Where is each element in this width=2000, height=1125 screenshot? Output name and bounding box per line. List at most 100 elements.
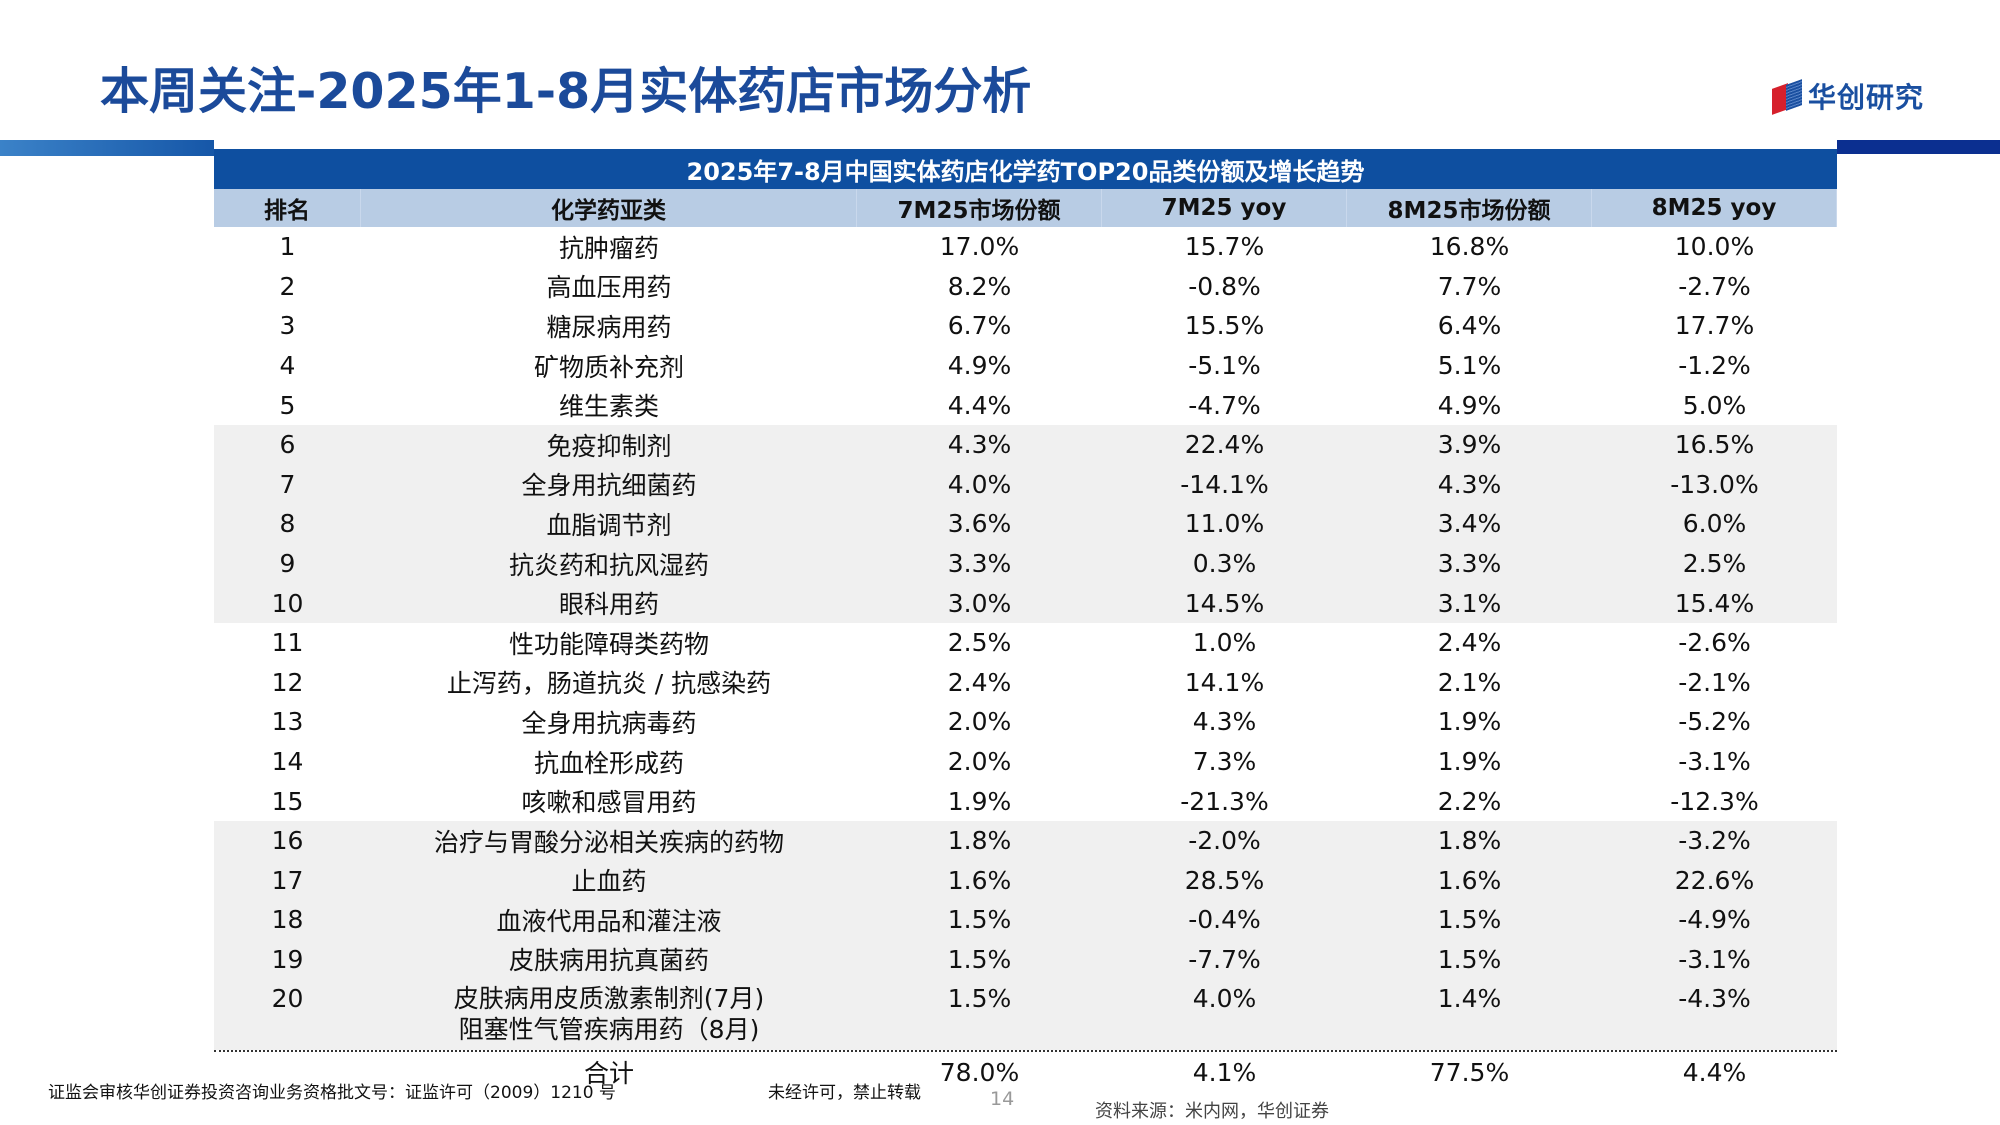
cell-share-7m25: 3.6% (947, 509, 1012, 539)
table-row: 3 糖尿病用药 6.7% 15.5% 6.4% 17.7% (214, 306, 1837, 346)
total-subcategory: 合计 (583, 1059, 634, 1089)
cell-subcategory: 高血压用药 (546, 273, 672, 303)
cell-share-8m25: 1.8% (1437, 826, 1502, 856)
cell-yoy-7m25: 28.5% (1184, 865, 1265, 895)
cell-subcategory: 抗炎药和抗风湿药 (508, 550, 709, 580)
cell-subcategory: 糖尿病用药 (546, 312, 672, 342)
cell-share-8m25: 4.3% (1437, 469, 1502, 499)
cell-yoy-8m25: 17.7% (1674, 311, 1755, 341)
cell-yoy-7m25: 15.7% (1184, 232, 1265, 262)
cell-subcategory: 免疫抑制剂 (546, 431, 672, 461)
cell-share-8m25: 2.2% (1437, 786, 1502, 816)
table-row: 15 咳嗽和感冒用药 1.9% -21.3% 2.2% -12.3% (214, 781, 1837, 821)
cell-yoy-8m25: 22.6% (1674, 865, 1755, 895)
logo-text: 华创研究 (1808, 81, 1925, 114)
cell-rank: 16 (271, 826, 304, 856)
footer-notice: 未经许可，禁止转载 (768, 1083, 921, 1103)
cell-yoy-7m25: 15.5% (1184, 311, 1265, 341)
cell-share-7m25: 3.3% (947, 549, 1012, 579)
cell-share-7m25: 2.4% (947, 667, 1012, 697)
total-yoy-8m25: 4.4% (1682, 1057, 1747, 1087)
table-row: 17 止血药 1.6% 28.5% 1.6% 22.6% (214, 860, 1837, 901)
cell-subcategory: 抗肿瘤药 (558, 233, 659, 263)
cell-yoy-8m25: 10.0% (1674, 232, 1755, 262)
cell-yoy-7m25: 4.3% (1192, 707, 1257, 737)
cell-yoy-7m25: 1.0% (1192, 628, 1257, 658)
cell-yoy-8m25: -13.0% (1670, 469, 1759, 499)
cell-yoy-8m25: 16.5% (1674, 430, 1755, 460)
cell-yoy-7m25: -0.8% (1188, 271, 1261, 301)
cell-share-7m25: 1.5% (947, 984, 1012, 1014)
cell-rank: 10 (271, 588, 304, 618)
cell-share-8m25: 1.6% (1437, 865, 1502, 895)
table-row: 12 止泻药，肠道抗炎 / 抗感染药 2.4% 14.1% 2.1% -2.1% (214, 663, 1837, 703)
cell-yoy-8m25: -5.2% (1678, 707, 1751, 737)
cell-subcategory: 全身用抗病毒药 (521, 708, 697, 738)
cell-share-8m25: 3.1% (1437, 588, 1502, 618)
cell-share-7m25: 1.9% (947, 786, 1012, 816)
cell-share-7m25: 17.0% (939, 232, 1020, 262)
cell-share-8m25: 1.9% (1437, 747, 1502, 777)
cell-share-8m25: 6.4% (1437, 311, 1502, 341)
cell-share-7m25: 1.5% (947, 905, 1012, 935)
table-row: 16 治疗与胃酸分泌相关疾病的药物 1.8% -2.0% 1.8% -3.2% (214, 820, 1837, 861)
cell-yoy-8m25: -2.7% (1678, 271, 1751, 301)
table-row: 6 免疫抑制剂 4.3% 22.4% 3.9% 16.5% (214, 424, 1837, 465)
cell-rank: 4 (279, 351, 296, 381)
table-row: 2 高血压用药 8.2% -0.8% 7.7% -2.7% (214, 267, 1837, 307)
table-row: 11 性功能障碍类药物 2.5% 1.0% 2.4% -2.6% (214, 623, 1837, 663)
cell-subcategory: 眼科用药 (558, 590, 659, 620)
cell-share-7m25: 3.0% (947, 588, 1012, 618)
cell-subcategory: 血液代用品和灌注液 (496, 906, 722, 936)
table-row: 5 维生素类 4.4% -4.7% 4.9% 5.0% (214, 385, 1837, 425)
cell-rank: 15 (271, 786, 304, 816)
cell-yoy-8m25: 15.4% (1674, 588, 1755, 618)
cell-rank: 2 (279, 271, 296, 301)
cell-yoy-7m25: 14.1% (1184, 667, 1265, 697)
table-row: 4 矿物质补充剂 4.9% -5.1% 5.1% -1.2% (214, 346, 1837, 386)
header-divider-right (1837, 140, 2000, 154)
cell-share-8m25: 3.9% (1437, 430, 1502, 460)
cell-yoy-8m25: -3.2% (1678, 826, 1751, 856)
table-row: 18 血液代用品和灌注液 1.5% -0.4% 1.5% -4.9% (214, 900, 1837, 940)
cell-yoy-8m25: -4.9% (1678, 905, 1751, 935)
cell-yoy-7m25: -5.1% (1188, 351, 1261, 381)
cell-yoy-8m25: 6.0% (1682, 509, 1747, 539)
cell-share-7m25: 4.4% (947, 390, 1012, 420)
cell-yoy-7m25: 7.3% (1192, 747, 1257, 777)
cell-yoy-8m25: -4.3% (1678, 984, 1751, 1014)
total-yoy-7m25: 4.1% (1192, 1057, 1257, 1087)
cell-yoy-7m25: 22.4% (1184, 430, 1265, 460)
cell-share-8m25: 16.8% (1429, 232, 1510, 262)
page-title: 本周关注-2025年1-8月实体药店市场分析 (100, 63, 1032, 120)
header-yoy-8m25: 8M25 yoy (1592, 189, 1837, 227)
header-yoy-7m25: 7M25 yoy (1102, 189, 1347, 227)
data-table: 2025年7-8月中国实体药店化学药TOP20品类份额及增长趋势 排名 化学药亚类… (214, 149, 1837, 1092)
cell-share-8m25: 7.7% (1437, 271, 1502, 301)
cell-yoy-8m25: 2.5% (1682, 549, 1747, 579)
cell-yoy-7m25: -0.4% (1188, 905, 1261, 935)
cell-subcategory: 矿物质补充剂 (533, 352, 684, 382)
cell-share-7m25: 8.2% (947, 271, 1012, 301)
cell-share-7m25: 4.9% (947, 351, 1012, 381)
cell-rank: 11 (271, 628, 304, 658)
cell-rank: 6 (279, 430, 296, 460)
table-row: 10 眼科用药 3.0% 14.5% 3.1% 15.4% (214, 583, 1837, 623)
cell-yoy-8m25: -2.1% (1678, 667, 1751, 697)
table-row: 7 全身用抗细菌药 4.0% -14.1% 4.3% -13.0% (214, 464, 1837, 505)
cell-yoy-7m25: -21.3% (1180, 786, 1269, 816)
cell-yoy-8m25: -3.1% (1678, 944, 1751, 974)
cell-rank: 7 (279, 469, 296, 499)
header-subcategory: 化学药亚类 (361, 189, 857, 227)
table-caption: 2025年7-8月中国实体药店化学药TOP20品类份额及增长趋势 (214, 149, 1837, 189)
cell-yoy-8m25: -3.1% (1678, 747, 1751, 777)
cell-subcategory: 止血药 (571, 867, 647, 897)
table-row: 8 血脂调节剂 3.6% 11.0% 3.4% 6.0% (214, 504, 1837, 544)
cell-subcategory: 抗血栓形成药 (533, 748, 684, 778)
table-row: 13 全身用抗病毒药 2.0% 4.3% 1.9% -5.2% (214, 702, 1837, 742)
cell-yoy-7m25: 11.0% (1184, 509, 1265, 539)
cell-rank: 13 (271, 707, 304, 737)
table-row: 1 抗肿瘤药 17.0% 15.7% 16.8% 10.0% (214, 227, 1837, 267)
cell-share-8m25: 1.4% (1437, 984, 1502, 1014)
cell-rank: 18 (271, 905, 304, 935)
